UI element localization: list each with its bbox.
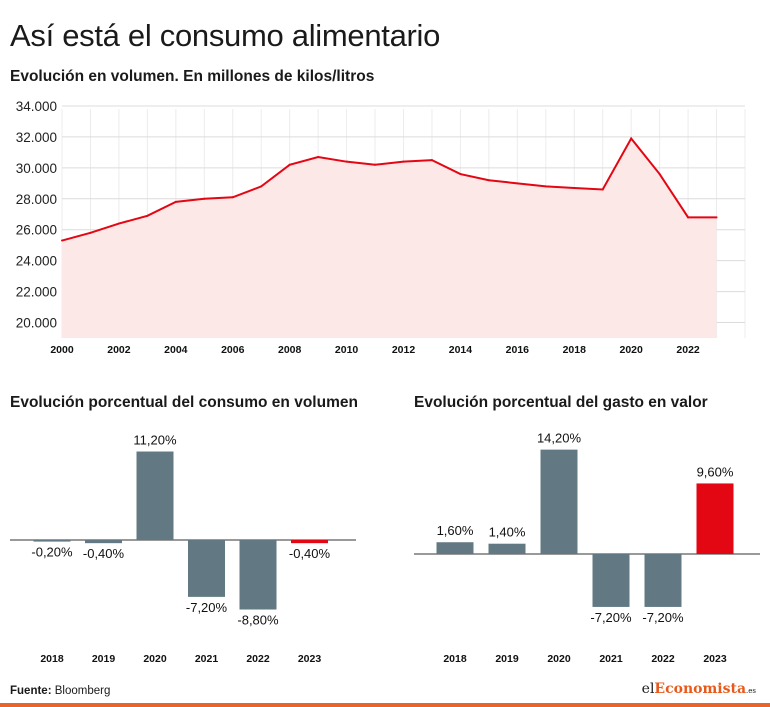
bar — [33, 540, 71, 542]
x-tick-label: 2020 — [547, 653, 571, 665]
x-tick-label: 2010 — [335, 344, 359, 356]
x-tick-label: 2022 — [651, 653, 675, 665]
x-tick-label: 2023 — [298, 653, 322, 665]
volume-bar-chart-title: Evolución porcentual del consumo en volu… — [10, 394, 358, 411]
x-tick-label: 2000 — [50, 344, 74, 356]
data-label: 14,20% — [537, 431, 582, 446]
logo: elEconomista.es — [642, 681, 756, 697]
logo-brand: Economista — [654, 681, 747, 697]
y-tick-label: 30.000 — [16, 161, 57, 176]
y-tick-label: 22.000 — [16, 285, 57, 300]
x-tick-label: 2012 — [392, 344, 416, 356]
x-tick-label: 2016 — [506, 344, 530, 356]
data-label: -7,20% — [590, 610, 632, 625]
data-label: 1,40% — [489, 525, 526, 540]
x-tick-label: 2018 — [563, 344, 587, 356]
x-tick-label: 2023 — [703, 653, 727, 665]
x-tick-label: 2020 — [619, 344, 643, 356]
x-tick-label: 2019 — [92, 653, 116, 665]
data-label: -0,40% — [83, 546, 125, 561]
y-tick-label: 32.000 — [16, 130, 57, 145]
data-point — [516, 182, 519, 185]
data-point — [345, 160, 348, 163]
data-point — [146, 214, 149, 217]
bar — [239, 540, 277, 610]
data-point — [630, 137, 633, 140]
source-text: Bloomberg — [54, 685, 111, 697]
data-point — [687, 216, 690, 219]
bar — [436, 542, 474, 554]
bar — [696, 483, 734, 554]
series-line — [61, 136, 717, 242]
data-label: -7,20% — [186, 600, 228, 615]
data-point — [203, 197, 206, 200]
bottom-rule — [0, 703, 770, 707]
x-tick-label: 2022 — [676, 344, 700, 356]
data-point — [601, 188, 604, 191]
data-label: -8,80% — [237, 613, 279, 628]
data-point — [317, 156, 320, 159]
data-point — [487, 179, 490, 182]
x-tick-label: 2008 — [278, 344, 302, 356]
data-point — [61, 239, 63, 242]
data-point — [402, 160, 405, 163]
x-tick-label: 2006 — [221, 344, 245, 356]
x-tick-label: 2022 — [246, 653, 270, 665]
y-tick-label: 34.000 — [16, 99, 57, 114]
source-note: Fuente: Bloomberg — [10, 685, 110, 697]
bar — [644, 554, 682, 607]
y-tick-label: 26.000 — [16, 223, 57, 238]
data-label: -0,40% — [289, 546, 331, 561]
y-tick-label: 28.000 — [16, 192, 57, 207]
x-tick-label: 2004 — [164, 344, 188, 356]
data-label: -7,20% — [642, 610, 684, 625]
logo-pre: el — [641, 681, 655, 697]
logo-suffix: .es — [746, 687, 756, 695]
bar — [488, 543, 526, 554]
data-point — [658, 173, 661, 176]
x-tick-label: 2021 — [599, 653, 623, 665]
data-point — [430, 159, 433, 162]
bar — [188, 540, 225, 597]
data-label: 11,20% — [133, 433, 177, 448]
data-point — [89, 231, 92, 234]
value-bar-chart: 1,60% 2018 1,40% 2019 14,20% 2020 -7,20% 2021 -7… — [414, 431, 760, 665]
x-tick-label: 2014 — [449, 344, 473, 356]
y-tick-label: 24.000 — [16, 254, 57, 269]
line-chart: 34.000 32.000 30.000 28.000 26.000 24.000 22.0… — [16, 99, 746, 356]
x-tick-label: 2021 — [195, 653, 219, 665]
volume-bar-chart: -0,20% 2018 -0,40% 2019 11,20% 2020 -7,20% 2021… — [10, 433, 356, 665]
bar — [592, 554, 630, 607]
source-label: Fuente: — [10, 685, 52, 697]
x-tick-label: 2019 — [495, 653, 519, 665]
data-point — [573, 186, 576, 189]
bar — [291, 540, 328, 544]
x-tick-label: 2018 — [443, 653, 467, 665]
x-tick-label: 2018 — [40, 653, 64, 665]
bar — [540, 449, 578, 554]
value-bar-chart-title: Evolución porcentual del gasto en valor — [414, 394, 708, 411]
data-point — [544, 185, 547, 188]
data-point — [117, 222, 120, 225]
bar — [85, 540, 122, 544]
data-point — [715, 216, 718, 219]
y-tick-label: 20.000 — [16, 316, 57, 331]
data-point — [288, 163, 291, 166]
data-point — [374, 163, 377, 166]
data-point — [260, 185, 263, 188]
data-label: -0,20% — [31, 545, 73, 560]
line-chart-title: Evolución en volumen. En millones de kil… — [10, 68, 375, 85]
data-label: 9,60% — [697, 464, 734, 479]
page-title: Así está el consumo alimentario — [10, 18, 441, 53]
data-point — [174, 200, 177, 203]
x-tick-label: 2020 — [143, 653, 167, 665]
data-label: 1,60% — [437, 523, 474, 538]
area-fill — [62, 138, 717, 338]
x-tick-label: 2002 — [107, 344, 131, 356]
bar — [136, 451, 174, 540]
data-point — [459, 173, 462, 176]
data-point — [231, 196, 234, 199]
